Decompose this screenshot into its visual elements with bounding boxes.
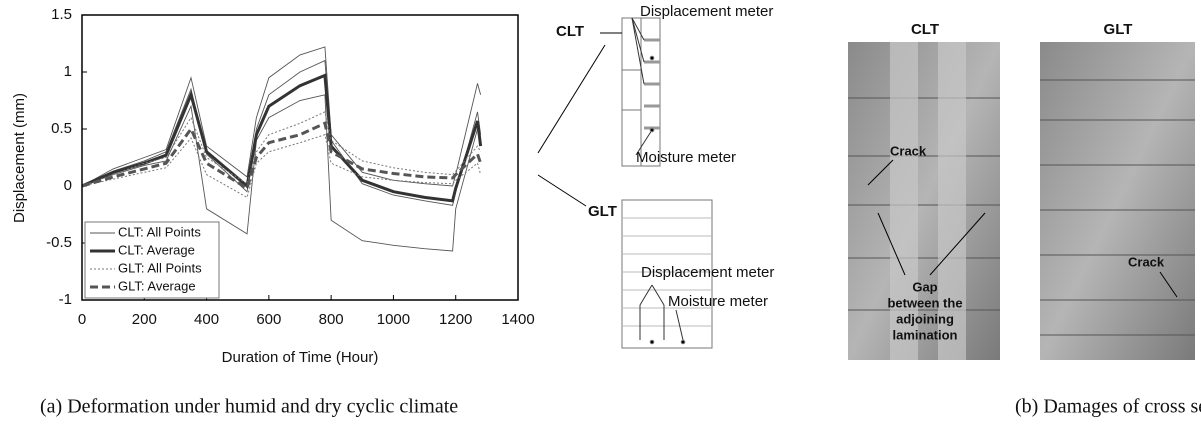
legend-label: GLT: Average bbox=[118, 278, 196, 293]
photo-glt bbox=[1040, 42, 1195, 360]
caption: (b) Damages of cross section bbox=[1015, 396, 1201, 418]
annotation: Displacement meter bbox=[641, 264, 774, 281]
annotation: Crack bbox=[1128, 254, 1165, 269]
x-tick-label: 1400 bbox=[501, 311, 534, 328]
annotation: Crack bbox=[890, 143, 927, 158]
annotation-line: Gap bbox=[912, 279, 937, 294]
x-tick-label: 1000 bbox=[377, 311, 410, 328]
y-tick-label: 0.5 bbox=[51, 120, 72, 137]
plot: -1 -0.5 0 0.5 1 1.5 0 200 400 600 800 1000 1200 1400 C… bbox=[46, 6, 535, 328]
y-tick-label: -0.5 bbox=[46, 234, 72, 251]
legend-label: CLT: All Points bbox=[118, 224, 201, 239]
series-line bbox=[81, 73, 483, 203]
pointer bbox=[537, 44, 606, 154]
x-tick-label: 0 bbox=[78, 311, 86, 328]
x-tick-label: 200 bbox=[132, 311, 157, 328]
x-axis-label: Duration of Time (Hour) bbox=[222, 349, 379, 366]
x-tick-label: 600 bbox=[256, 311, 281, 328]
series-line bbox=[81, 111, 482, 187]
diagram-label: GLT bbox=[588, 203, 617, 220]
annotation-line: between the bbox=[887, 295, 962, 310]
y-tick-label: -1 bbox=[59, 291, 72, 308]
x-tick-label: 1200 bbox=[439, 311, 472, 328]
y-axis-label: Displacement (mm) bbox=[11, 93, 28, 223]
y-tick-label: 1 bbox=[64, 63, 72, 80]
annotation-line: lamination bbox=[892, 327, 957, 342]
y-tick-label: 0 bbox=[64, 177, 72, 194]
plot-frame bbox=[81, 14, 519, 301]
photo-clt bbox=[848, 42, 1000, 360]
annotation-line: adjoining bbox=[896, 311, 954, 326]
pointer bbox=[537, 174, 587, 207]
diagram bbox=[537, 17, 713, 349]
x-tick-label: 800 bbox=[319, 311, 344, 328]
annotation: Moisture meter bbox=[668, 293, 768, 310]
legend-box bbox=[84, 221, 220, 299]
legend-label: CLT: Average bbox=[118, 242, 195, 257]
y-tick-label: 1.5 bbox=[51, 6, 72, 23]
series-line bbox=[81, 121, 483, 191]
photo-title: CLT bbox=[911, 21, 939, 38]
photo-title: GLT bbox=[1104, 21, 1133, 38]
glt-section bbox=[621, 199, 713, 349]
diagram-label: CLT bbox=[556, 23, 584, 40]
annotation: Moisture meter bbox=[636, 149, 736, 166]
x-tick-label: 400 bbox=[194, 311, 219, 328]
legend-label: GLT: All Points bbox=[118, 260, 202, 275]
series-line bbox=[81, 46, 482, 187]
annotation: Displacement meter bbox=[640, 3, 773, 20]
caption: (a) Deformation under humid and dry cycl… bbox=[40, 396, 458, 418]
